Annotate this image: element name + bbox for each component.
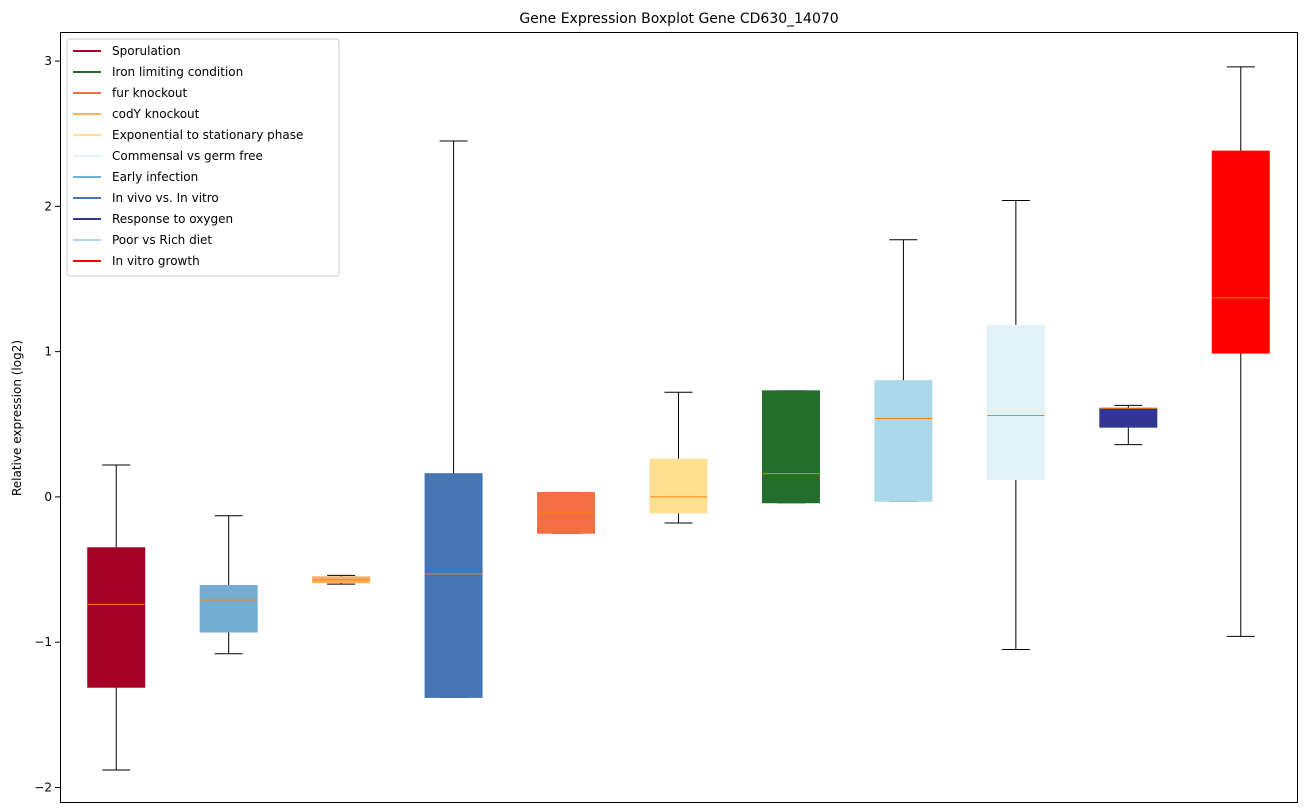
legend-label: fur knockout bbox=[112, 86, 188, 100]
y-tick-label: 2 bbox=[44, 199, 52, 213]
legend-label: codY knockout bbox=[112, 107, 200, 121]
legend-label: Early infection bbox=[112, 170, 198, 184]
box-in-vitro-growth bbox=[1211, 66, 1270, 637]
box-exponential-to-stationary-phase bbox=[649, 391, 708, 524]
box-iqr bbox=[87, 547, 146, 688]
y-tick-label: −1 bbox=[34, 635, 52, 649]
legend-label: Sporulation bbox=[112, 44, 181, 58]
box-iron-limiting-condition bbox=[761, 390, 820, 504]
y-tick-label: 3 bbox=[44, 54, 52, 68]
legend-label: In vitro growth bbox=[112, 254, 200, 268]
legend-label: Response to oxygen bbox=[112, 212, 233, 226]
box-iqr bbox=[1211, 150, 1270, 354]
box-iqr bbox=[874, 380, 933, 502]
legend-label: In vivo vs. In vitro bbox=[112, 191, 219, 205]
box-iqr bbox=[424, 473, 483, 698]
box-in-vivo-vs-in-vitro bbox=[424, 140, 483, 698]
legend-frame bbox=[66, 38, 340, 277]
box-fur-knockout bbox=[537, 492, 596, 534]
box-sporulation bbox=[87, 464, 146, 771]
y-axis-label: Relative expression (log2) bbox=[10, 340, 24, 496]
box-iqr bbox=[649, 458, 708, 514]
box-iqr bbox=[761, 390, 820, 504]
box-response-to-oxygen bbox=[1099, 404, 1158, 446]
y-tick-label: 0 bbox=[44, 490, 52, 504]
y-tick-label: 1 bbox=[44, 345, 52, 359]
y-tick-label: −2 bbox=[34, 780, 52, 794]
boxes-group bbox=[87, 66, 1270, 771]
box-poor-vs-rich-diet bbox=[874, 239, 933, 502]
legend: Sporulation Iron limiting condition fur kn… bbox=[66, 38, 340, 277]
box-early-infection bbox=[199, 515, 258, 655]
box-cody-knockout bbox=[312, 574, 371, 585]
box-iqr bbox=[1099, 407, 1158, 428]
box-iqr bbox=[986, 324, 1045, 480]
legend-label: Exponential to stationary phase bbox=[112, 128, 303, 142]
y-axis: −2 −1 0 1 2 3 bbox=[34, 54, 60, 794]
box-iqr bbox=[199, 585, 258, 633]
chart-title: Gene Expression Boxplot Gene CD630_14070 bbox=[519, 11, 838, 27]
plot-frame bbox=[60, 32, 1298, 803]
legend-label: Commensal vs germ free bbox=[112, 149, 263, 163]
box-commensal-vs-germ-free bbox=[986, 200, 1045, 650]
legend-label: Iron limiting condition bbox=[112, 65, 243, 79]
legend-label: Poor vs Rich diet bbox=[112, 233, 212, 247]
